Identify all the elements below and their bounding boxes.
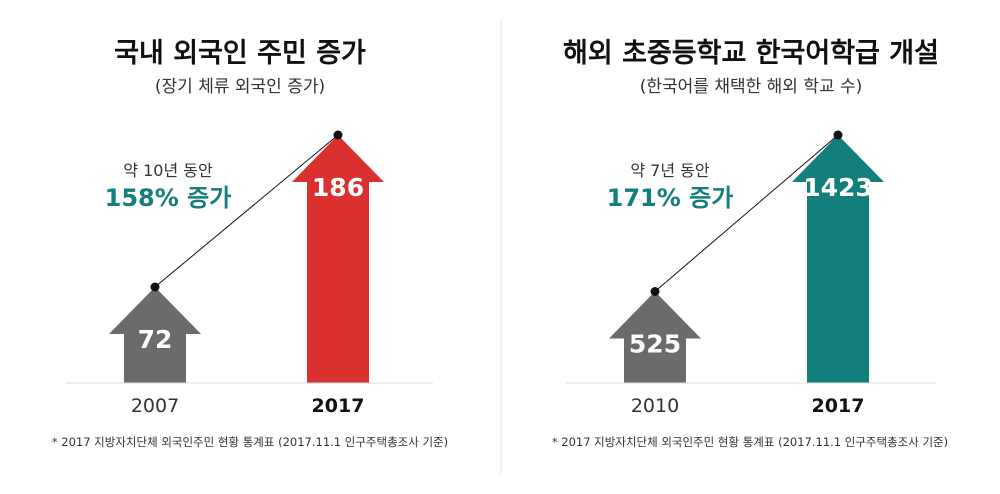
panel2-category-label: 2017: [812, 395, 865, 417]
bar-arrow: [109, 287, 201, 383]
panel-korean-classes: 해외 초중등학교 한국어학급 개설 (한국어를 채택한 해외 학교 수) 약 7…: [552, 38, 948, 449]
panel2-bars: 525 1423: [609, 130, 884, 383]
panel2-title: 해외 초중등학교 한국어학급 개설: [563, 38, 939, 69]
panel1-subtitle: (장기 체류 외국인 증가): [155, 77, 325, 97]
bar-arrow: [609, 291, 701, 383]
growth-endpoint-dot: [650, 287, 660, 297]
panel2-subtitle: (한국어를 채택한 해외 학교 수): [640, 77, 863, 97]
panel1-category-label: 2007: [131, 395, 179, 417]
growth-endpoint-dot: [833, 130, 843, 140]
panel2-growth-label: 약 7년 동안: [630, 161, 710, 180]
panel1-growth-label: 약 10년 동안: [123, 161, 213, 180]
bar-value-label: 72: [138, 325, 173, 354]
panel1-bars: 72 186: [109, 130, 384, 383]
growth-endpoint-dot: [150, 282, 160, 292]
growth-endpoint-dot: [333, 130, 343, 140]
panel1-growth-value: 158% 증가: [105, 184, 232, 212]
growth-connector-line: [654, 134, 839, 292]
panel2-footnote: * 2017 지방자치단체 외국인주민 현황 통계표 (2017.11.1 인구…: [552, 435, 948, 449]
panel2-growth-value: 171% 증가: [607, 184, 734, 212]
panel1-title: 국내 외국인 주민 증가: [114, 38, 366, 69]
bar-arrow: [792, 135, 884, 383]
bar-value-label: 525: [629, 330, 681, 359]
bar-value-label: 186: [312, 173, 364, 202]
bar-arrow: [292, 135, 384, 383]
panel2-category-label: 2010: [631, 395, 679, 417]
bar-value-label: 1423: [803, 173, 873, 202]
growth-connector-line: [154, 134, 339, 288]
panel1-category-label: 2017: [312, 395, 365, 417]
panel-foreign-residents: 국내 외국인 주민 증가 (장기 체류 외국인 증가) 약 10년 동안 158…: [52, 38, 448, 449]
panel1-footnote: * 2017 지방자치단체 외국인주민 현황 통계표 (2017.11.1 인구…: [52, 435, 448, 449]
